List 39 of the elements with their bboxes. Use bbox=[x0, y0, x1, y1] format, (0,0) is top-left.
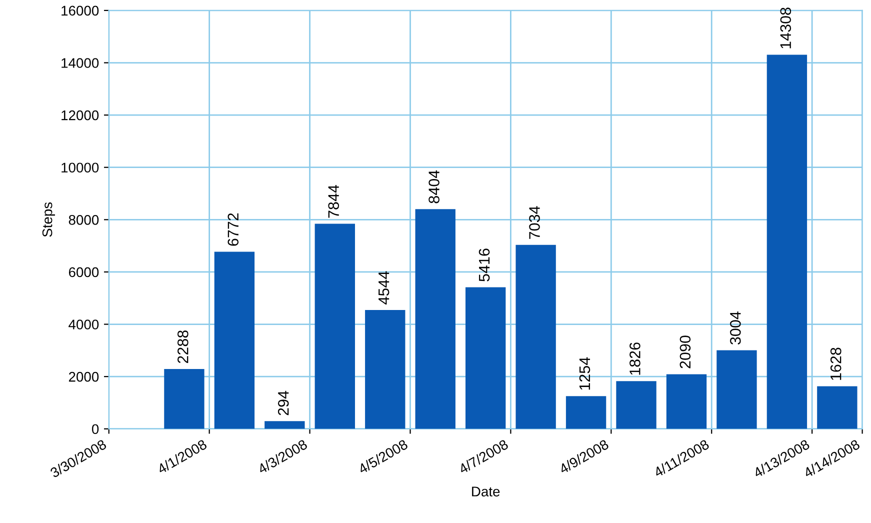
y-tick-label: 4000 bbox=[68, 320, 99, 330]
y-axis-title: Steps bbox=[42, 202, 55, 237]
bar bbox=[817, 386, 858, 429]
data-label: 8404 bbox=[428, 170, 440, 204]
y-tick-label: 14000 bbox=[62, 58, 99, 68]
data-label: 2090 bbox=[680, 336, 691, 368]
bar bbox=[415, 209, 456, 429]
data-label: 14308 bbox=[780, 8, 792, 48]
bar bbox=[566, 396, 606, 429]
bar bbox=[666, 374, 707, 429]
y-tick-label: 10000 bbox=[62, 162, 99, 173]
bar bbox=[164, 369, 204, 429]
bar bbox=[616, 381, 656, 429]
bar bbox=[314, 224, 355, 429]
bar bbox=[516, 244, 556, 429]
y-tick-label: 0 bbox=[92, 424, 99, 434]
y-tick-label: 16000 bbox=[62, 6, 99, 16]
y-tick-label: 6000 bbox=[68, 267, 99, 278]
data-label: 1254 bbox=[579, 357, 590, 390]
bar bbox=[465, 287, 506, 429]
y-tick-label: 2000 bbox=[68, 372, 99, 382]
bar bbox=[716, 350, 757, 429]
data-label: 7034 bbox=[529, 206, 540, 239]
data-label: 2288 bbox=[178, 330, 188, 364]
data-label: 7844 bbox=[328, 184, 339, 218]
bar bbox=[365, 310, 406, 429]
data-label: 1628 bbox=[830, 348, 842, 380]
y-tick-label: 12000 bbox=[62, 110, 99, 120]
data-label: 294 bbox=[278, 390, 289, 416]
data-label: 1826 bbox=[630, 342, 640, 375]
data-label: 3004 bbox=[730, 312, 741, 344]
bar bbox=[264, 421, 305, 429]
y-tick-label: 8000 bbox=[68, 214, 99, 225]
x-axis-title: Date bbox=[472, 486, 500, 496]
data-label: 4544 bbox=[378, 271, 390, 304]
data-label: 6772 bbox=[228, 213, 239, 246]
bar bbox=[214, 252, 255, 429]
bar bbox=[766, 54, 808, 429]
data-label: 5416 bbox=[478, 248, 490, 282]
